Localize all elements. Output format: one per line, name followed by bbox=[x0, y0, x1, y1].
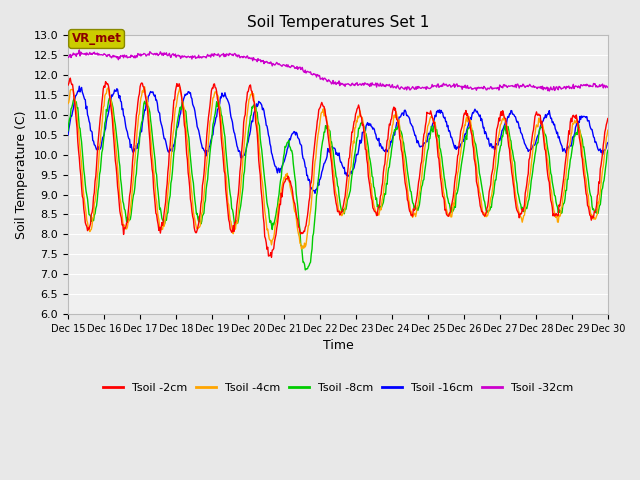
Y-axis label: Soil Temperature (C): Soil Temperature (C) bbox=[15, 110, 28, 239]
Text: VR_met: VR_met bbox=[72, 33, 122, 46]
X-axis label: Time: Time bbox=[323, 339, 353, 352]
Legend: Tsoil -2cm, Tsoil -4cm, Tsoil -8cm, Tsoil -16cm, Tsoil -32cm: Tsoil -2cm, Tsoil -4cm, Tsoil -8cm, Tsoi… bbox=[99, 379, 577, 397]
Title: Soil Temperatures Set 1: Soil Temperatures Set 1 bbox=[247, 15, 429, 30]
